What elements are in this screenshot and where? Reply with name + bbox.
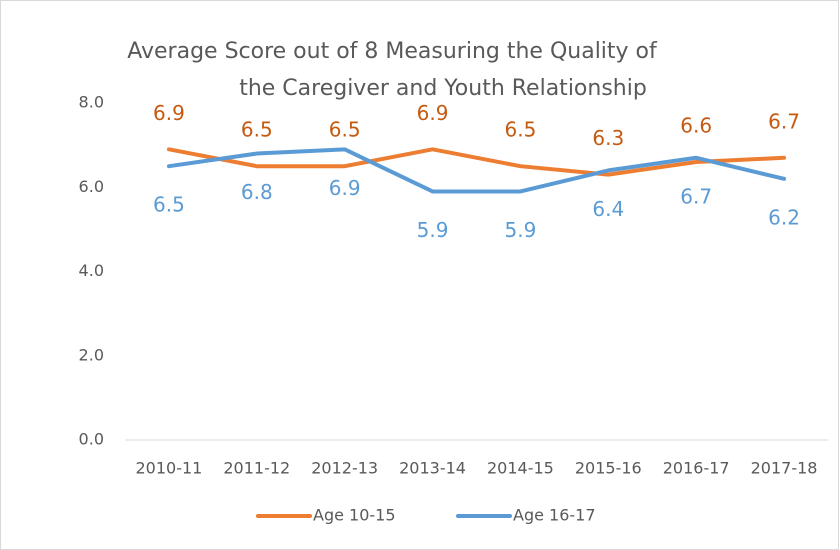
data-label: 6.9 — [329, 176, 361, 200]
data-label: 6.5 — [241, 118, 273, 142]
y-tick-label: 8.0 — [79, 93, 104, 112]
data-label: 6.5 — [153, 193, 185, 217]
data-label: 6.4 — [592, 197, 624, 221]
x-tick-label: 2010-11 — [136, 459, 203, 478]
data-label: 6.9 — [153, 101, 185, 125]
y-tick-label: 0.0 — [79, 430, 104, 449]
x-tick-label: 2015-16 — [575, 459, 642, 478]
x-tick-label: 2013-14 — [399, 459, 466, 478]
data-label: 6.8 — [241, 180, 273, 204]
data-label: 6.7 — [768, 109, 800, 133]
data-label: 6.5 — [505, 118, 537, 142]
data-label: 6.5 — [329, 118, 361, 142]
data-label: 5.9 — [505, 218, 537, 242]
y-tick-label: 6.0 — [79, 177, 104, 196]
chart-title: the Caregiver and Youth Relationship — [239, 76, 647, 101]
data-label: 5.9 — [417, 218, 449, 242]
x-tick-label: 2016-17 — [663, 459, 730, 478]
x-tick-label: 2012-13 — [311, 459, 378, 478]
y-tick-label: 4.0 — [79, 261, 104, 280]
line-series — [166, 147, 787, 194]
data-label: 6.3 — [592, 126, 624, 150]
y-tick-label: 2.0 — [79, 345, 104, 364]
data-label: 6.6 — [680, 113, 712, 137]
data-label: 6.9 — [417, 101, 449, 125]
x-tick-label: 2014-15 — [487, 459, 554, 478]
chart-title: Average Score out of 8 Measuring the Qua… — [127, 39, 658, 64]
legend-label: Age 16-17 — [513, 506, 596, 525]
data-label: 6.7 — [680, 184, 712, 208]
data-label: 6.2 — [768, 205, 800, 229]
legend-label: Age 10-15 — [313, 506, 396, 525]
line-series — [166, 147, 787, 177]
x-tick-label: 2017-18 — [751, 459, 818, 478]
x-tick-label: 2011-12 — [223, 459, 290, 478]
